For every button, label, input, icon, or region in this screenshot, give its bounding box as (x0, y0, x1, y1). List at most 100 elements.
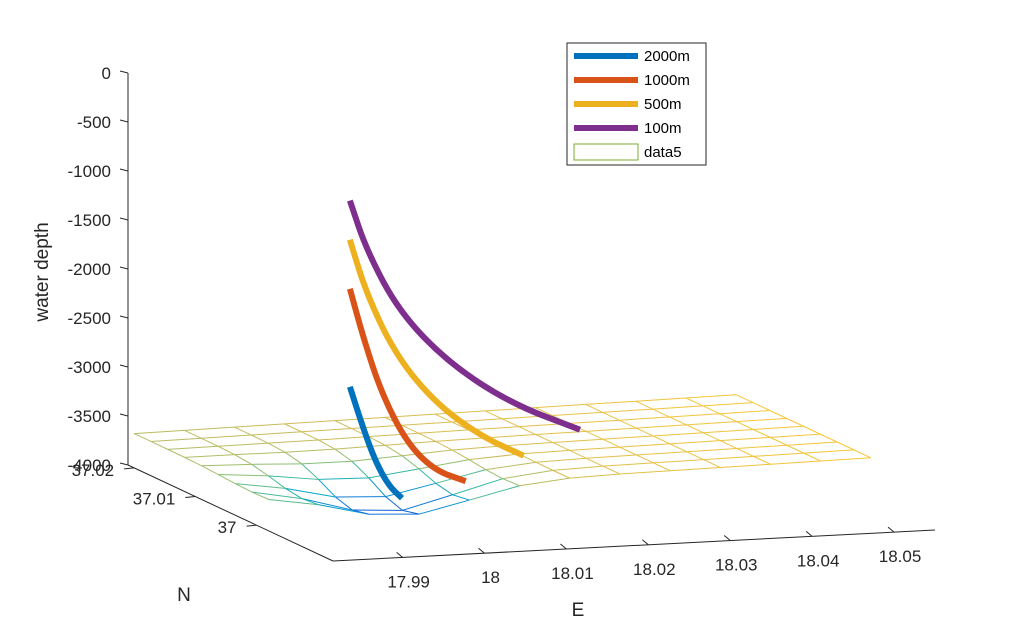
z-tick (119, 413, 129, 417)
mesh-line (184, 454, 235, 458)
mesh-line (720, 463, 771, 468)
mesh-line (385, 444, 403, 457)
mesh-line (569, 419, 620, 424)
z-axis-label: water depth (32, 222, 53, 322)
mesh-line (635, 427, 654, 437)
mesh-line (167, 448, 185, 458)
z-tick-label: -2500 (68, 309, 111, 328)
mesh-line (150, 440, 168, 450)
legend-label-100m: 100m (644, 120, 682, 137)
mesh-line (619, 416, 670, 421)
mesh-line (452, 449, 470, 461)
mesh-line (552, 438, 603, 443)
mesh-line (685, 394, 737, 399)
series-line-500m (347, 238, 525, 459)
mesh-line (719, 409, 770, 415)
mesh-line (318, 436, 369, 441)
x-tick-label: 18.03 (715, 556, 758, 575)
z-tick (119, 364, 129, 368)
mesh-line (351, 424, 402, 430)
mesh-line (619, 443, 670, 448)
mesh-line (602, 465, 621, 475)
mesh-line (485, 434, 536, 439)
mesh-line (301, 460, 352, 465)
x-tick (560, 543, 567, 550)
mesh-line (434, 413, 453, 423)
mesh-line (200, 437, 219, 447)
mesh-line (652, 435, 670, 445)
mesh-line (251, 463, 269, 477)
mesh-line (284, 451, 303, 465)
mesh-line (602, 438, 620, 448)
series-line-100m (347, 199, 582, 433)
mesh-line (251, 434, 269, 444)
mesh-line (268, 475, 319, 480)
mesh-line (218, 474, 236, 485)
mesh-line (669, 416, 687, 426)
y-axis-label: N (177, 585, 191, 606)
mesh-line (234, 423, 285, 428)
z-tick (119, 217, 129, 221)
mesh-line (753, 429, 771, 438)
mesh-line (268, 475, 286, 489)
mesh-line (636, 424, 687, 429)
mesh-line (167, 445, 218, 450)
mesh-line (602, 411, 620, 421)
mesh-line (653, 459, 704, 464)
mesh-line (184, 426, 235, 431)
mesh-line (669, 413, 720, 418)
mesh-line (820, 433, 838, 443)
z-tick (119, 70, 129, 74)
legend: 2000m 1000m 500m 100m data5 (566, 42, 707, 166)
mesh-line (351, 460, 370, 479)
mesh-line (836, 441, 855, 451)
z-tick (119, 462, 129, 466)
mesh-line (184, 429, 202, 439)
mesh-line (753, 425, 804, 430)
x-axis-line (332, 529, 936, 562)
mesh-line (301, 431, 319, 441)
z-tick-label: -2000 (68, 260, 111, 279)
axes (127, 73, 936, 562)
mesh-line (402, 449, 453, 457)
mesh-line (284, 423, 302, 433)
mesh-line (686, 447, 737, 453)
mesh-line (368, 468, 420, 479)
mesh-line (669, 440, 720, 445)
mesh-line (586, 454, 637, 459)
mesh-line (485, 469, 503, 480)
z-tick-label: -1000 (68, 162, 111, 181)
mesh-line (234, 454, 252, 465)
mesh-line (150, 437, 202, 442)
z-tick (119, 315, 129, 319)
mesh-line (670, 466, 721, 472)
mesh-line (284, 448, 336, 453)
y-tick (246, 524, 257, 527)
mesh-line (201, 465, 219, 475)
mesh-line (485, 410, 503, 420)
x-tick (396, 552, 403, 558)
mesh-line (402, 494, 453, 511)
legend-label-data5: data5 (644, 144, 682, 161)
mesh-line (402, 509, 420, 515)
x-tick (478, 547, 485, 554)
mesh-line (285, 487, 336, 498)
mesh-line (268, 439, 319, 444)
mesh-line (318, 477, 369, 480)
mesh-line (267, 442, 286, 453)
mesh-line (401, 424, 419, 434)
y-tick-label: 37.01 (133, 490, 176, 509)
mesh-line (301, 463, 319, 480)
mesh-line (418, 429, 469, 434)
mesh-line (619, 470, 671, 475)
mesh-line (234, 451, 285, 456)
mesh-line (519, 449, 570, 455)
z-tick (119, 119, 129, 123)
mesh-line (518, 426, 536, 436)
mesh-line (418, 432, 436, 442)
mesh-line (753, 452, 804, 457)
mesh-line (418, 459, 470, 470)
mesh-line (251, 491, 303, 500)
mesh-line (301, 498, 353, 511)
